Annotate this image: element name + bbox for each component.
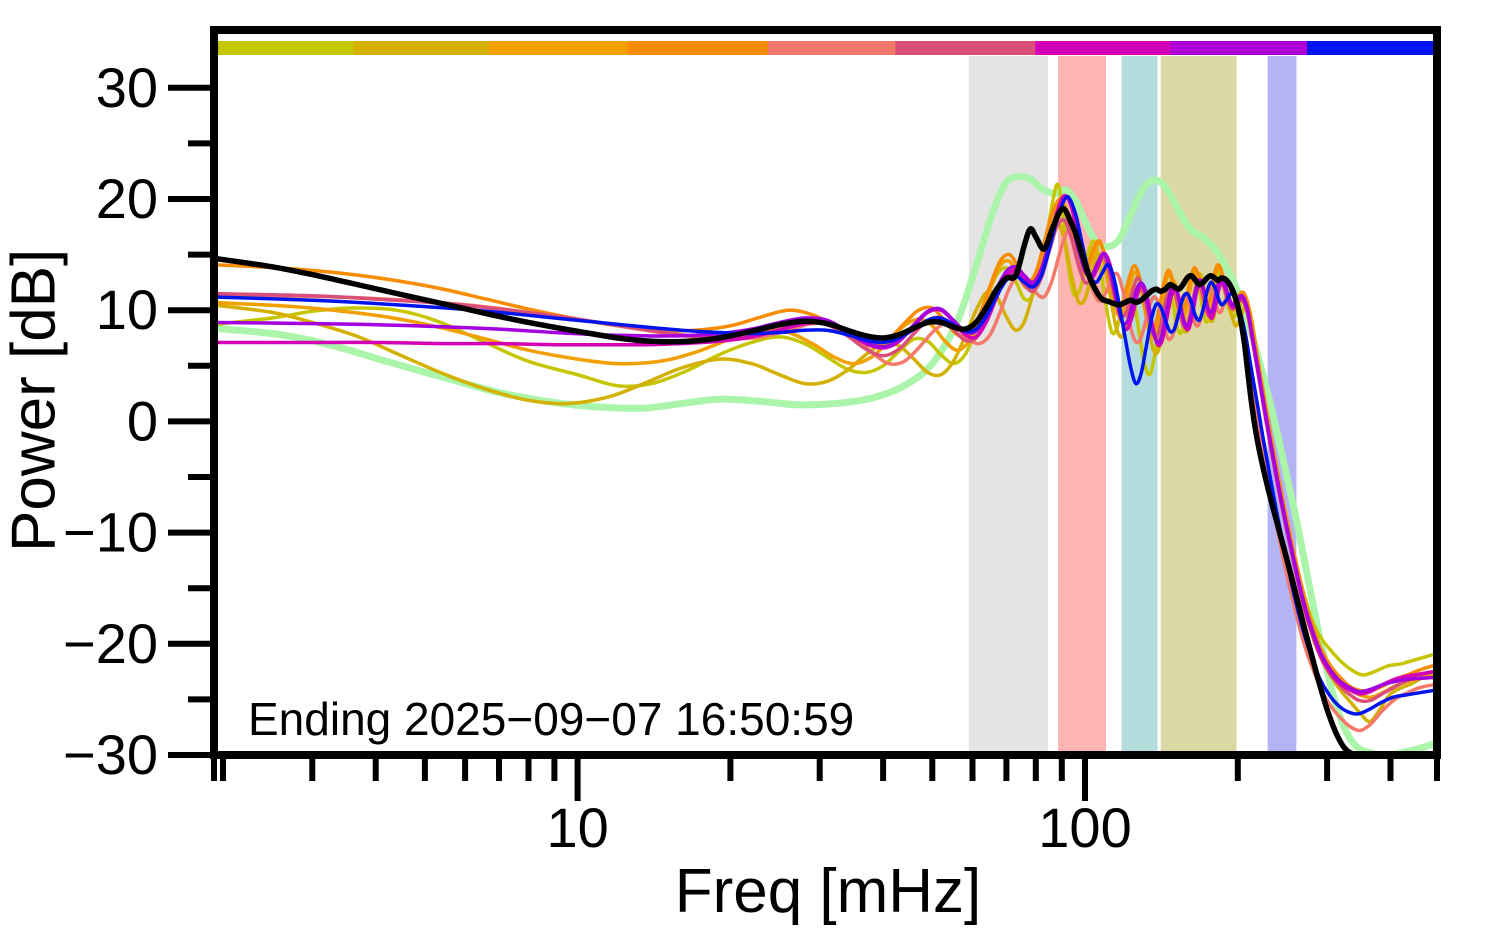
band-olive [1160,56,1237,752]
y-tick-label: −10 [63,501,158,564]
time-bar-interval-7 [1035,41,1172,55]
x-tick-label: 100 [1038,796,1131,859]
y-tick-label: −20 [63,612,158,675]
y-tick-label: 30 [96,56,158,119]
time-bar-interval-6 [895,41,1037,55]
series-interval-3-orange [217,197,1434,699]
band-gray [968,56,1048,752]
band-teal [1121,56,1158,752]
series-interval-9-blue [217,194,1434,716]
x-axis-title: Freq [mHz] [674,857,982,926]
time-bar-interval-4 [627,41,769,55]
time-bar-interval-8 [1170,41,1309,55]
time-bar-interval-3 [488,41,629,55]
y-tick-label: 10 [96,278,158,341]
time-bar-interval-9 [1307,41,1438,55]
ending-time-annotation: Ending 2025−09−07 16:50:59 [248,693,855,745]
time-bar-interval-1 [214,41,355,55]
x-tick-label: 10 [546,796,608,859]
y-tick-label: −30 [63,723,158,786]
series-interval-4-dark-orange [217,199,1434,693]
band-pink [1058,56,1106,752]
series-reference-green [217,173,1434,752]
y-tick-label: 20 [96,167,158,230]
time-bar-interval-2 [353,41,490,55]
axis-frame [210,26,1441,759]
series-interval-2-gold [217,219,1434,724]
time-bar-interval-5 [767,41,897,55]
y-axis-title: Power [dB] [0,248,69,552]
series-mean-black [217,205,1357,752]
y-tick-label: 0 [127,389,158,452]
